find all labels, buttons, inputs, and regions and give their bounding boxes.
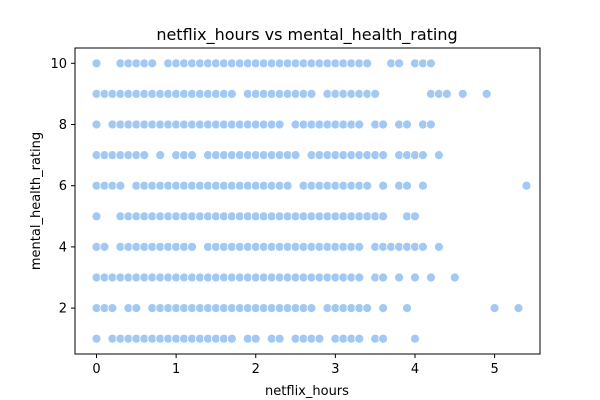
data-point <box>91 58 102 69</box>
points-layer <box>91 58 532 344</box>
data-point <box>139 150 150 161</box>
data-point <box>378 303 389 314</box>
data-point <box>306 303 317 314</box>
data-point <box>378 333 389 344</box>
y-tick-label: 10 <box>50 57 67 72</box>
x-tick-label: 5 <box>490 362 498 377</box>
data-point <box>378 211 389 222</box>
x-tick-label: 0 <box>92 362 100 377</box>
data-point <box>457 89 468 99</box>
data-point <box>418 241 428 252</box>
data-point <box>433 150 444 161</box>
y-tick-label: 2 <box>59 302 67 317</box>
data-point <box>107 303 118 314</box>
x-tick-label: 1 <box>172 362 180 377</box>
y-tick-label: 4 <box>59 240 67 255</box>
data-point <box>362 303 373 314</box>
data-point <box>155 150 166 161</box>
data-point <box>521 180 532 191</box>
data-point <box>290 150 301 161</box>
data-point <box>354 241 365 252</box>
data-point <box>426 119 436 130</box>
x-axis-label: netflix_hours <box>265 384 349 399</box>
data-point <box>362 58 373 69</box>
data-point <box>489 303 500 314</box>
data-point <box>131 303 142 314</box>
data-point <box>314 333 325 344</box>
data-point <box>449 272 460 283</box>
data-point <box>354 119 365 130</box>
data-point <box>402 303 412 314</box>
data-point <box>378 119 389 130</box>
data-point <box>418 150 428 161</box>
y-tick-label: 8 <box>59 118 67 133</box>
data-point <box>410 211 420 222</box>
data-point <box>426 58 436 69</box>
chart-title: netflix_hours vs mental_health_rating <box>156 25 457 45</box>
data-point <box>274 119 285 130</box>
data-point <box>410 272 420 283</box>
data-point <box>402 119 412 130</box>
data-point <box>91 211 102 222</box>
data-point <box>282 180 293 191</box>
y-tick-label: 6 <box>59 179 67 194</box>
plot-frame <box>74 47 541 355</box>
data-point <box>91 119 102 130</box>
data-point <box>187 150 197 161</box>
data-point <box>410 333 420 344</box>
data-point <box>394 272 404 283</box>
x-tick-label: 4 <box>411 362 419 377</box>
data-point <box>147 58 158 69</box>
data-point <box>226 89 237 99</box>
data-point <box>402 180 412 191</box>
data-point <box>378 150 389 161</box>
data-point <box>354 272 365 283</box>
data-point <box>378 272 389 283</box>
x-tick-label: 2 <box>252 362 260 377</box>
data-point <box>91 333 102 344</box>
data-point <box>418 180 428 191</box>
data-point <box>226 333 237 344</box>
data-point <box>99 241 110 252</box>
data-point <box>370 89 381 99</box>
data-point <box>274 333 285 344</box>
data-point <box>362 180 373 191</box>
data-point <box>187 241 197 252</box>
data-point <box>426 272 436 283</box>
y-axis: 2 4 6 8 10 <box>50 57 75 317</box>
data-point <box>441 89 452 99</box>
data-point <box>394 58 404 69</box>
data-point <box>306 89 317 99</box>
data-point <box>250 333 261 344</box>
data-point <box>481 89 492 99</box>
data-point <box>354 333 365 344</box>
data-point <box>378 180 389 191</box>
x-axis: 0 1 2 3 4 5 <box>92 354 499 377</box>
x-tick-label: 3 <box>331 362 339 377</box>
data-point <box>433 241 444 252</box>
y-axis-label: mental_health_rating <box>29 132 44 270</box>
data-point <box>513 303 524 314</box>
data-point <box>115 180 126 191</box>
